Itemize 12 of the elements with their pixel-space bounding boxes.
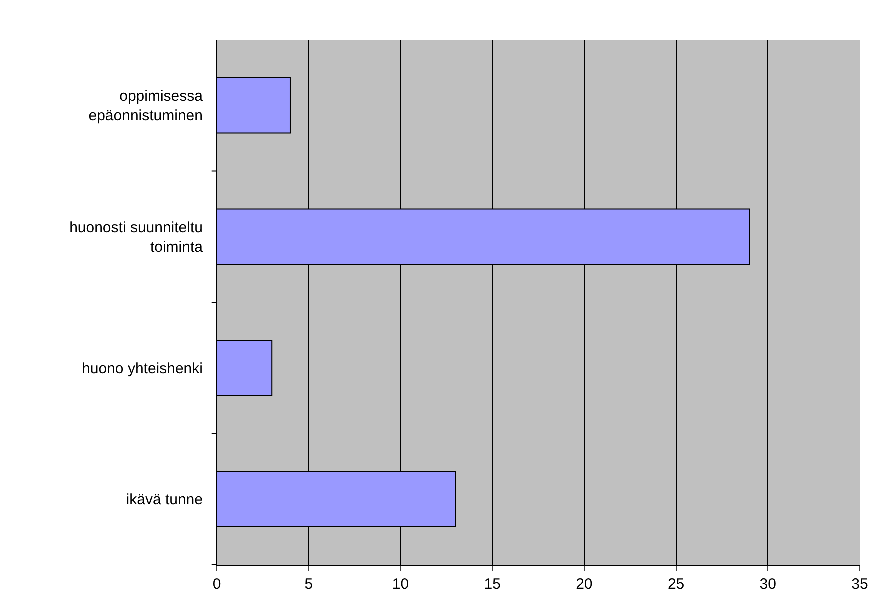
x-tick-label: 0 <box>212 576 222 593</box>
x-tick-label: 20 <box>576 576 593 593</box>
y-tick-label: huono yhteishenki <box>82 360 203 378</box>
x-tick-label: 15 <box>484 576 501 593</box>
x-tick-label: 35 <box>852 576 868 593</box>
x-tick-label: 30 <box>760 576 776 593</box>
x-tick-label: 25 <box>668 576 685 593</box>
y-tick-label: huonosti suunniteltu toiminta <box>70 219 204 256</box>
x-tick-label: 10 <box>392 576 410 593</box>
y-tick-label: oppimisessa epäonnistuminen <box>88 88 204 125</box>
y-tick-label: ikävä tunne <box>126 492 203 509</box>
x-tick-label: 5 <box>304 576 314 593</box>
